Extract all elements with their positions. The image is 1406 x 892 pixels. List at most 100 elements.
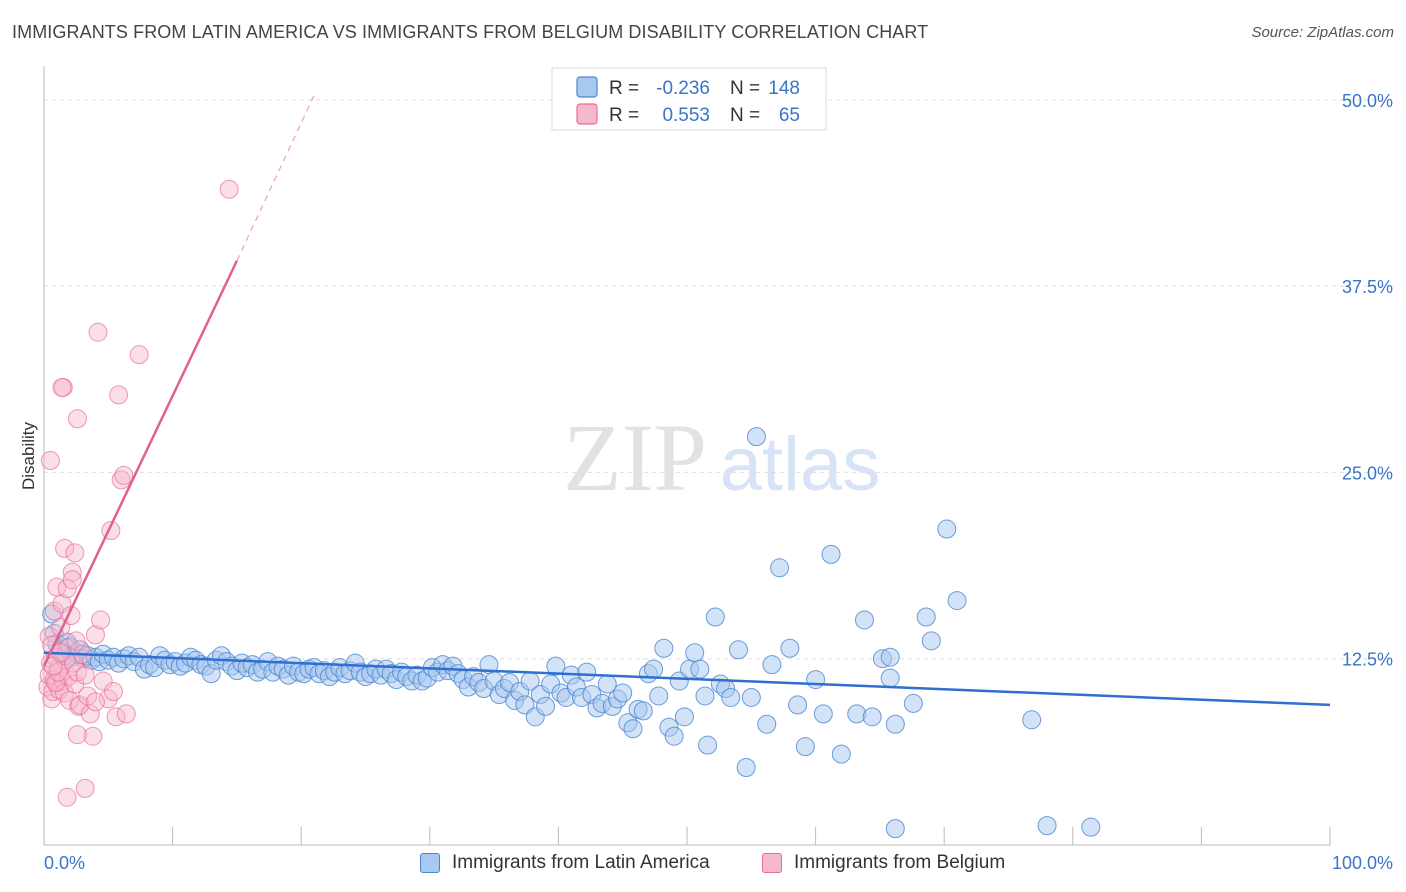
point-belgium (88, 322, 108, 342)
point-latin-america (831, 744, 851, 764)
point-latin-america (613, 683, 633, 703)
stats-n-label-pink: N = (730, 105, 760, 126)
watermark-zip: ZIP (563, 404, 707, 511)
point-latin-america (885, 819, 905, 839)
point-latin-america (649, 686, 669, 706)
point-latin-america (854, 610, 874, 630)
gridlines (44, 99, 1392, 660)
point-latin-america (903, 693, 923, 713)
point-belgium (75, 778, 95, 798)
point-latin-america (1022, 710, 1042, 730)
stats-n-label-blue: N = (730, 78, 760, 99)
y-tick-labels: 12.5% 25.0% 37.5% 50.0% (1342, 91, 1393, 670)
point-latin-america (795, 737, 815, 757)
stats-r-value-blue: -0.236 (656, 78, 710, 99)
stats-n-value-pink: 65 (779, 105, 800, 126)
point-latin-america (880, 647, 900, 667)
stats-n-value-blue: 148 (768, 78, 800, 99)
point-belgium (116, 704, 136, 724)
point-belgium (55, 538, 75, 558)
point-latin-america (685, 643, 705, 663)
point-latin-america (623, 719, 643, 739)
point-latin-america (821, 544, 841, 564)
legend-swatch-blue (420, 853, 440, 873)
x-tick-label-min: 0.0% (44, 853, 85, 873)
point-latin-america (633, 701, 653, 721)
point-latin-america (847, 704, 867, 724)
y-tick-label: 50.0% (1342, 91, 1393, 111)
point-belgium (65, 543, 85, 563)
point-latin-america (746, 427, 766, 447)
point-latin-america (762, 655, 782, 675)
point-latin-america (788, 695, 808, 715)
watermark-atlas: atlas (720, 422, 881, 507)
y-tick-label: 37.5% (1342, 277, 1393, 297)
point-latin-america (577, 662, 597, 682)
point-latin-america (921, 631, 941, 651)
stats-r-value-pink: 0.553 (662, 105, 710, 126)
point-latin-america (885, 714, 905, 734)
y-tick-label: 12.5% (1342, 650, 1393, 670)
point-belgium (114, 465, 134, 485)
point-latin-america (937, 519, 957, 539)
point-latin-america (721, 687, 741, 707)
trend-line-latin-america (43, 651, 1331, 707)
point-latin-america (806, 670, 826, 690)
point-belgium (129, 345, 149, 365)
point-latin-america (546, 656, 566, 676)
trend-line-belgium-extension (236, 95, 315, 262)
stats-legend-pink-swatch (576, 103, 598, 125)
point-latin-america (813, 704, 833, 724)
point-latin-america (757, 714, 777, 734)
y-axis-label: Disability (19, 421, 38, 490)
watermark: ZIP atlas (563, 404, 880, 511)
legend-item-belgium: Immigrants from Belgium (762, 852, 1005, 874)
stats-legend: R = -0.236 N = 148 R = 0.553 N = 65 (551, 67, 827, 131)
y-tick-label: 25.0% (1342, 463, 1393, 483)
point-belgium (219, 179, 239, 199)
point-latin-america (654, 638, 674, 658)
point-belgium (62, 570, 82, 590)
stats-legend-box (551, 67, 827, 131)
point-latin-america (862, 707, 882, 727)
point-latin-america (690, 659, 710, 679)
point-latin-america (1081, 817, 1101, 837)
point-belgium (91, 610, 111, 630)
point-belgium (85, 625, 105, 645)
point-latin-america (741, 687, 761, 707)
point-latin-america (880, 668, 900, 688)
point-belgium (67, 725, 87, 745)
point-latin-america (947, 591, 967, 611)
point-latin-america (1037, 816, 1057, 836)
axes (43, 66, 1331, 846)
stats-legend-blue-swatch (576, 76, 598, 98)
point-belgium (48, 662, 68, 682)
point-belgium (57, 579, 77, 599)
legend-item-latin-america: Immigrants from Latin America (420, 852, 710, 874)
series-belgium-points (38, 179, 239, 807)
point-belgium (85, 692, 105, 712)
point-latin-america (674, 707, 694, 727)
legend-label-belgium: Immigrants from Belgium (794, 852, 1006, 873)
source-label: Source: ZipAtlas.com (1251, 24, 1394, 41)
point-latin-america (736, 758, 756, 777)
point-latin-america (770, 558, 790, 578)
chart-title: IMMIGRANTS FROM LATIN AMERICA VS IMMIGRA… (12, 22, 929, 42)
trend-lines (42, 95, 1331, 707)
stats-r-label-blue: R = (609, 78, 639, 99)
series-latin-america-points (42, 427, 1101, 839)
legend-swatch-pink (762, 853, 782, 873)
stats-r-label-pink: R = (609, 105, 639, 126)
trend-line-belgium (42, 260, 239, 667)
point-latin-america (695, 686, 715, 706)
point-belgium (103, 681, 123, 701)
point-belgium (67, 409, 87, 429)
point-belgium (80, 704, 100, 724)
x-tick-label-max: 100.0% (1332, 853, 1393, 873)
point-belgium (52, 377, 72, 397)
point-latin-america (644, 659, 664, 679)
point-latin-america (705, 607, 725, 627)
point-belgium (93, 671, 113, 691)
legend-label-latin-america: Immigrants from Latin America (452, 852, 710, 873)
